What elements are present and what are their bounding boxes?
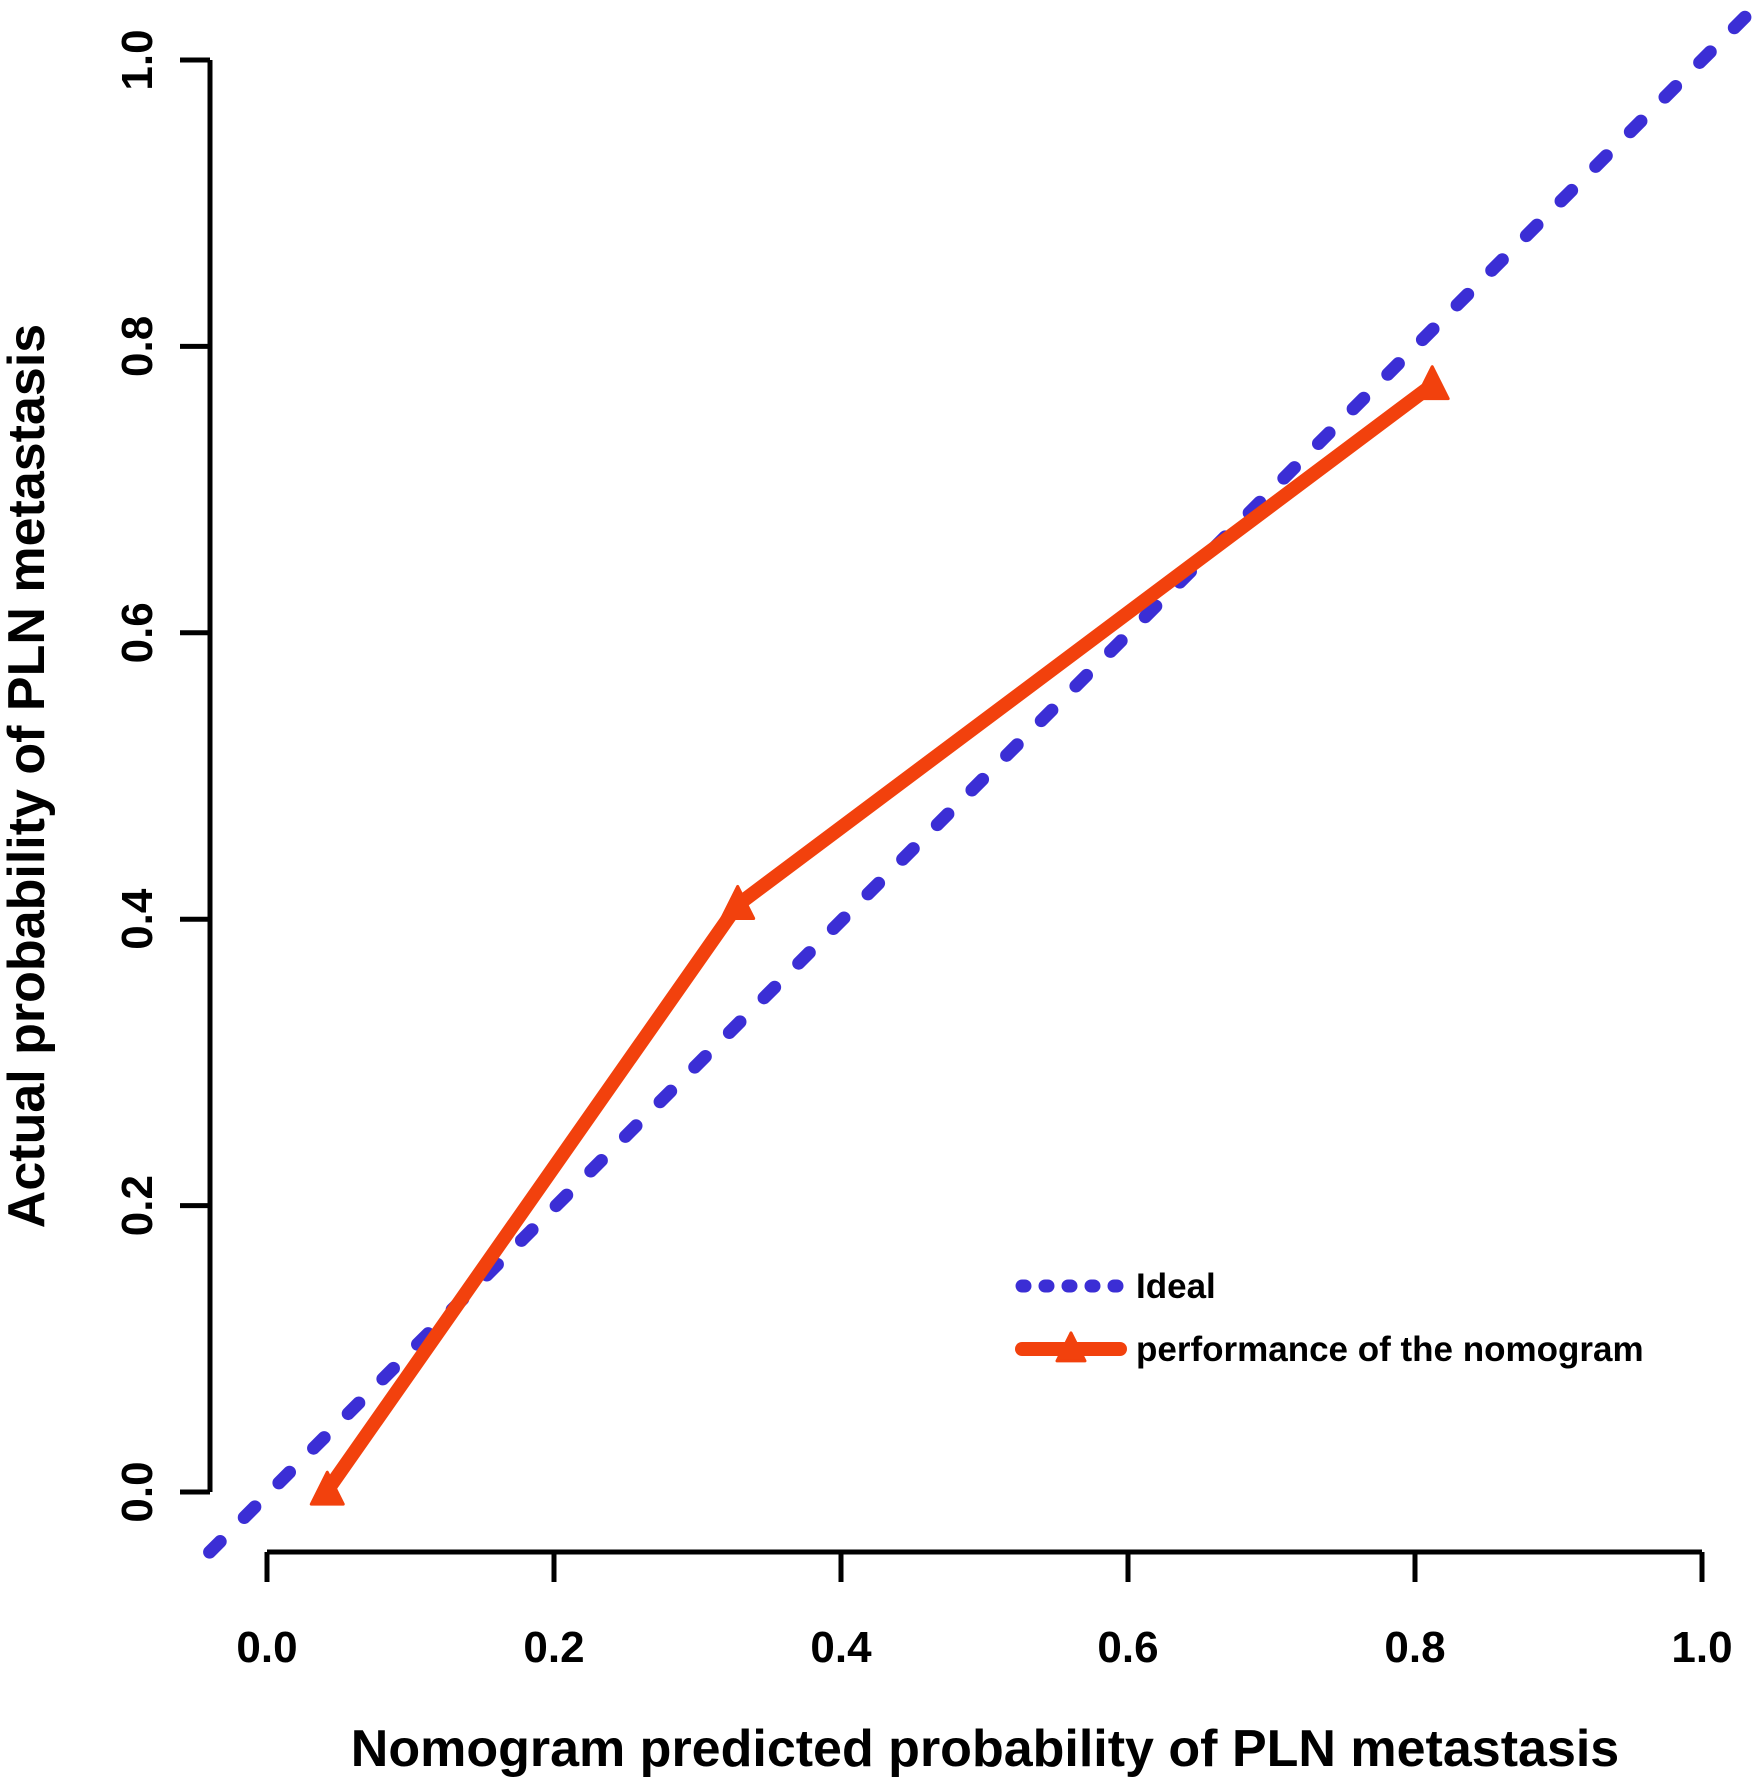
ideal-line xyxy=(203,0,1763,1559)
legend-triangle-marker-icon xyxy=(1055,1331,1087,1363)
x-tick-label: 0.4 xyxy=(810,1623,872,1672)
x-tick-label: 0.8 xyxy=(1384,1623,1445,1672)
y-tick-label: 1.0 xyxy=(113,29,162,90)
legend-entry: performance of the nomogram xyxy=(1015,1330,1644,1369)
y-tick-label: 0.2 xyxy=(113,1175,162,1236)
x-tick-label: 0.2 xyxy=(523,1623,584,1672)
y-tick-label: 0.6 xyxy=(113,602,162,663)
y-axis-title: Actual probability of PLN metastasis xyxy=(0,324,56,1228)
x-axis-title: Nomogram predicted probability of PLN me… xyxy=(351,1720,1619,1778)
performance-line xyxy=(320,378,1440,1498)
triangle-marker-icon xyxy=(309,1470,345,1506)
triangle-marker-icon xyxy=(1414,365,1450,401)
axes-layer: 0.0 0.2 0.4 0.6 0.8 1.0 0.0 0.2 0.4 0.6 0.8 1.0 xyxy=(113,29,1733,1672)
legend: Ideal performance of the nomogram xyxy=(1015,1267,1644,1369)
x-tick-label: 0.0 xyxy=(236,1623,297,1672)
series-layer xyxy=(203,0,1763,1559)
x-tick-label: 0.6 xyxy=(1097,1623,1158,1672)
legend-entry: Ideal xyxy=(1015,1267,1216,1306)
y-tick-label: 0.0 xyxy=(113,1461,162,1522)
x-tick-label: 1.0 xyxy=(1671,1623,1732,1672)
legend-label: performance of the nomogram xyxy=(1136,1330,1644,1369)
y-tick-label: 0.8 xyxy=(113,316,162,377)
legend-label: Ideal xyxy=(1136,1267,1216,1306)
y-tick-label: 0.4 xyxy=(113,888,162,950)
triangle-marker-icon xyxy=(720,884,756,920)
